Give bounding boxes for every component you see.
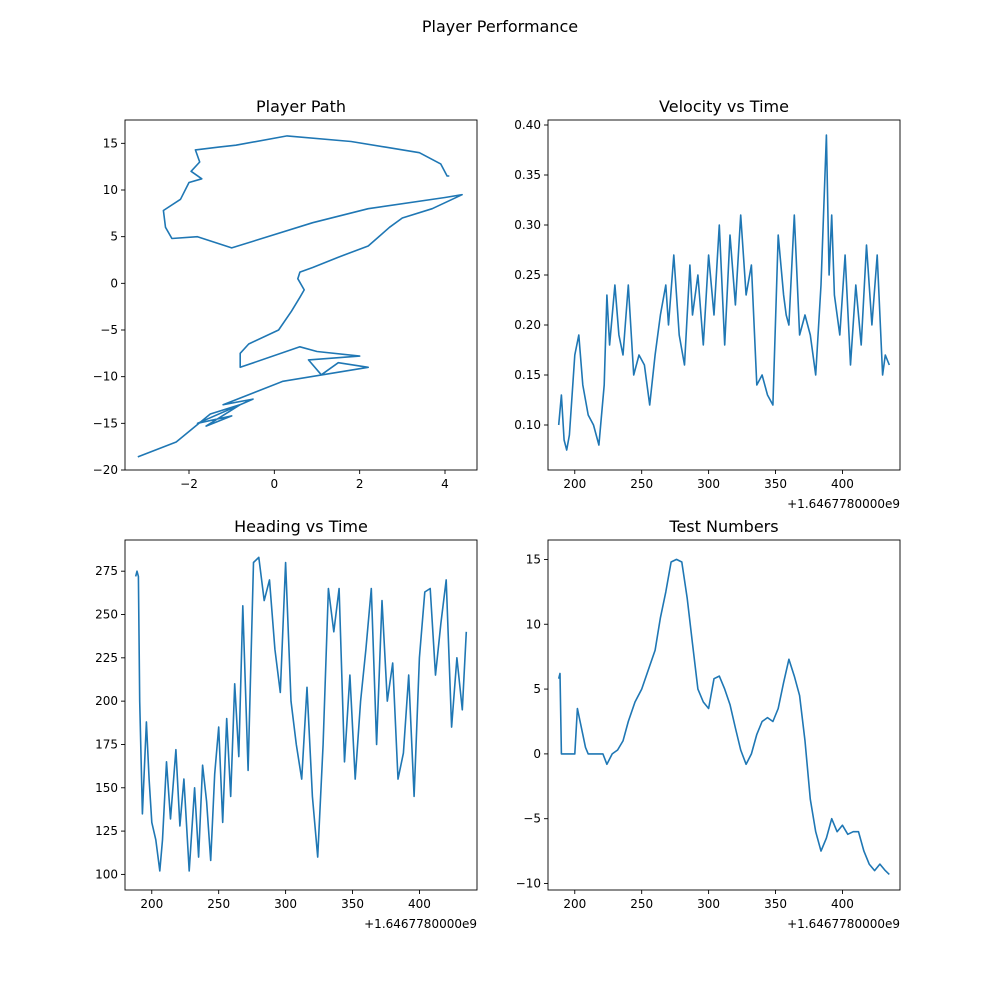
- x-tick-label: −2: [180, 477, 198, 491]
- y-tick-label: 0.35: [514, 168, 541, 182]
- y-tick-label: 225: [95, 651, 118, 665]
- y-tick-label: 15: [103, 136, 118, 150]
- y-tick-label: 10: [103, 183, 118, 197]
- y-tick-label: 125: [95, 824, 118, 838]
- x-tick-label: 300: [274, 897, 297, 911]
- y-tick-label: −5: [100, 323, 118, 337]
- x-tick-label: 0: [271, 477, 279, 491]
- x-tick-label: 400: [831, 477, 854, 491]
- subplot-title: Velocity vs Time: [659, 97, 789, 116]
- y-tick-label: 200: [95, 694, 118, 708]
- y-tick-label: 0.25: [514, 268, 541, 282]
- x-offset-label: +1.6467780000e9: [364, 917, 477, 931]
- series-line-1: [557, 134, 891, 451]
- figure-title: Player Performance: [421, 17, 579, 36]
- series-line-1: [137, 135, 463, 458]
- x-tick-label: 250: [630, 477, 653, 491]
- y-tick-label: 0.20: [514, 318, 541, 332]
- subplot-title: Test Numbers: [668, 517, 778, 536]
- y-tick-label: 0: [533, 747, 541, 761]
- y-tick-label: 0.15: [514, 368, 541, 382]
- y-tick-label: 0.30: [514, 218, 541, 232]
- x-tick-label: 400: [831, 897, 854, 911]
- y-tick-label: −10: [93, 370, 118, 384]
- y-tick-label: 150: [95, 781, 118, 795]
- y-tick-label: 10: [526, 617, 541, 631]
- x-tick-label: 350: [764, 477, 787, 491]
- x-tick-label: 200: [140, 897, 163, 911]
- series-line-1: [557, 558, 890, 875]
- y-tick-label: 275: [95, 564, 118, 578]
- y-tick-label: 5: [110, 230, 118, 244]
- y-tick-label: −10: [516, 877, 541, 891]
- y-tick-label: 175: [95, 737, 118, 751]
- y-tick-label: 0: [110, 276, 118, 290]
- subplot-title: Heading vs Time: [234, 517, 368, 536]
- x-tick-label: 300: [697, 897, 720, 911]
- x-tick-label: 200: [563, 897, 586, 911]
- subplot-2: 200 250 300 350 400 0.10 0.15 0.20 0.25 0.30 0.35 0…: [514, 97, 901, 511]
- x-tick-label: 300: [697, 477, 720, 491]
- x-tick-label: 200: [563, 477, 586, 491]
- x-tick-label: 350: [764, 897, 787, 911]
- x-tick-label: 400: [408, 897, 431, 911]
- y-tick-label: 0.10: [514, 418, 541, 432]
- y-tick-label: −5: [523, 812, 541, 826]
- y-tick-label: −20: [93, 463, 118, 477]
- x-tick-label: 250: [630, 897, 653, 911]
- axes-frame: [547, 119, 901, 471]
- y-tick-label: 15: [526, 552, 541, 566]
- x-tick-label: 250: [207, 897, 230, 911]
- axes-frame: [547, 539, 901, 891]
- axes-frame: [124, 539, 478, 891]
- x-tick-label: 2: [356, 477, 364, 491]
- y-tick-label: 100: [95, 867, 118, 881]
- y-tick-label: 5: [533, 682, 541, 696]
- series-line-1: [134, 556, 468, 872]
- y-tick-label: −15: [93, 416, 118, 430]
- x-offset-label: +1.6467780000e9: [787, 917, 900, 931]
- subplot-4: 200 250 300 350 400 −10 −5 0 5 10 15 Test Numbers +1…: [516, 517, 901, 931]
- y-tick-label: 0.40: [514, 118, 541, 132]
- y-tick-label: 250: [95, 608, 118, 622]
- axes-frame: [124, 119, 478, 471]
- x-offset-label: +1.6467780000e9: [787, 497, 900, 511]
- x-tick-label: 350: [341, 897, 364, 911]
- subplot-title: Player Path: [256, 97, 346, 116]
- subplot-3: 200 250 300 350 400 100 125 150 175 200 225 250 275 H…: [95, 517, 478, 931]
- x-tick-label: 4: [441, 477, 449, 491]
